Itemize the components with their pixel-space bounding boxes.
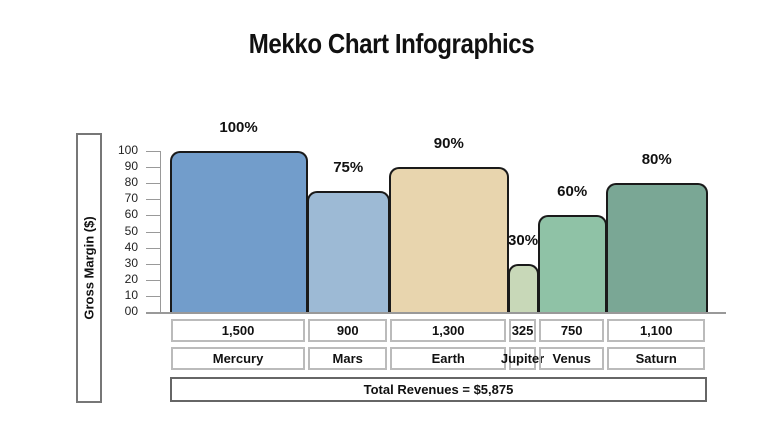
y-tick-mark: [146, 231, 160, 233]
bar-mars: [307, 191, 391, 312]
value-label: 30%: [508, 231, 539, 249]
category-cell: Mars: [308, 347, 388, 370]
y-tick-mark: [146, 199, 160, 201]
y-axis-line: [160, 151, 161, 312]
y-tick-mark: [146, 183, 160, 185]
bar-mercury: [170, 151, 309, 312]
revenue-cell: 325: [509, 319, 536, 342]
total-revenues: Total Revenues = $5,875: [170, 377, 707, 402]
y-tick-label: 40: [124, 239, 138, 254]
chart-title: Mekko Chart Infographics: [248, 28, 535, 59]
y-tick-mark: [146, 295, 160, 297]
y-tick-mark: [146, 279, 160, 281]
y-tick-label: 60: [124, 207, 138, 222]
revenue-cell: 1,500: [171, 319, 306, 342]
x-axis-baseline: [146, 312, 726, 314]
y-tick-label: 00: [124, 304, 138, 318]
bar-saturn: [606, 183, 708, 312]
category-cell: Saturn: [607, 347, 705, 370]
y-tick-label: 50: [124, 223, 138, 238]
value-label: 90%: [433, 135, 464, 153]
category-cell: Jupiter: [501, 347, 544, 370]
y-tick-mark: [146, 215, 160, 217]
bar-jupiter: [508, 263, 539, 312]
y-tick-label: 10: [124, 287, 138, 302]
y-tick-label: 30: [124, 255, 138, 270]
y-tick-label: 80: [124, 175, 138, 190]
y-axis-label: Gross Margin ($): [81, 216, 97, 320]
revenue-cell: 750: [538, 319, 605, 342]
y-tick-mark: [146, 151, 160, 152]
revenue-cell: 900: [308, 319, 388, 342]
revenue-cell: 1,100: [607, 319, 705, 342]
y-tick-mark: [146, 263, 160, 265]
revenue-cell: 1,300: [390, 319, 507, 342]
y-tick-mark: [146, 247, 160, 249]
category-cell: Venus: [538, 347, 605, 370]
value-label: 100%: [219, 119, 258, 136]
y-tick-label: 100: [117, 143, 138, 157]
value-label: 80%: [641, 151, 672, 169]
bar-venus: [537, 215, 608, 312]
value-label: 75%: [333, 159, 364, 177]
y-tick-label: 20: [124, 271, 138, 286]
y-tick-mark: [146, 167, 160, 169]
value-label: 60%: [557, 183, 588, 201]
category-cell: Earth: [390, 347, 507, 370]
y-tick-label: 90: [124, 159, 138, 174]
category-cell: Mercury: [171, 347, 306, 370]
bar-earth: [389, 167, 510, 312]
y-axis-label-box: [76, 133, 102, 403]
y-tick-label: 70: [124, 191, 138, 206]
